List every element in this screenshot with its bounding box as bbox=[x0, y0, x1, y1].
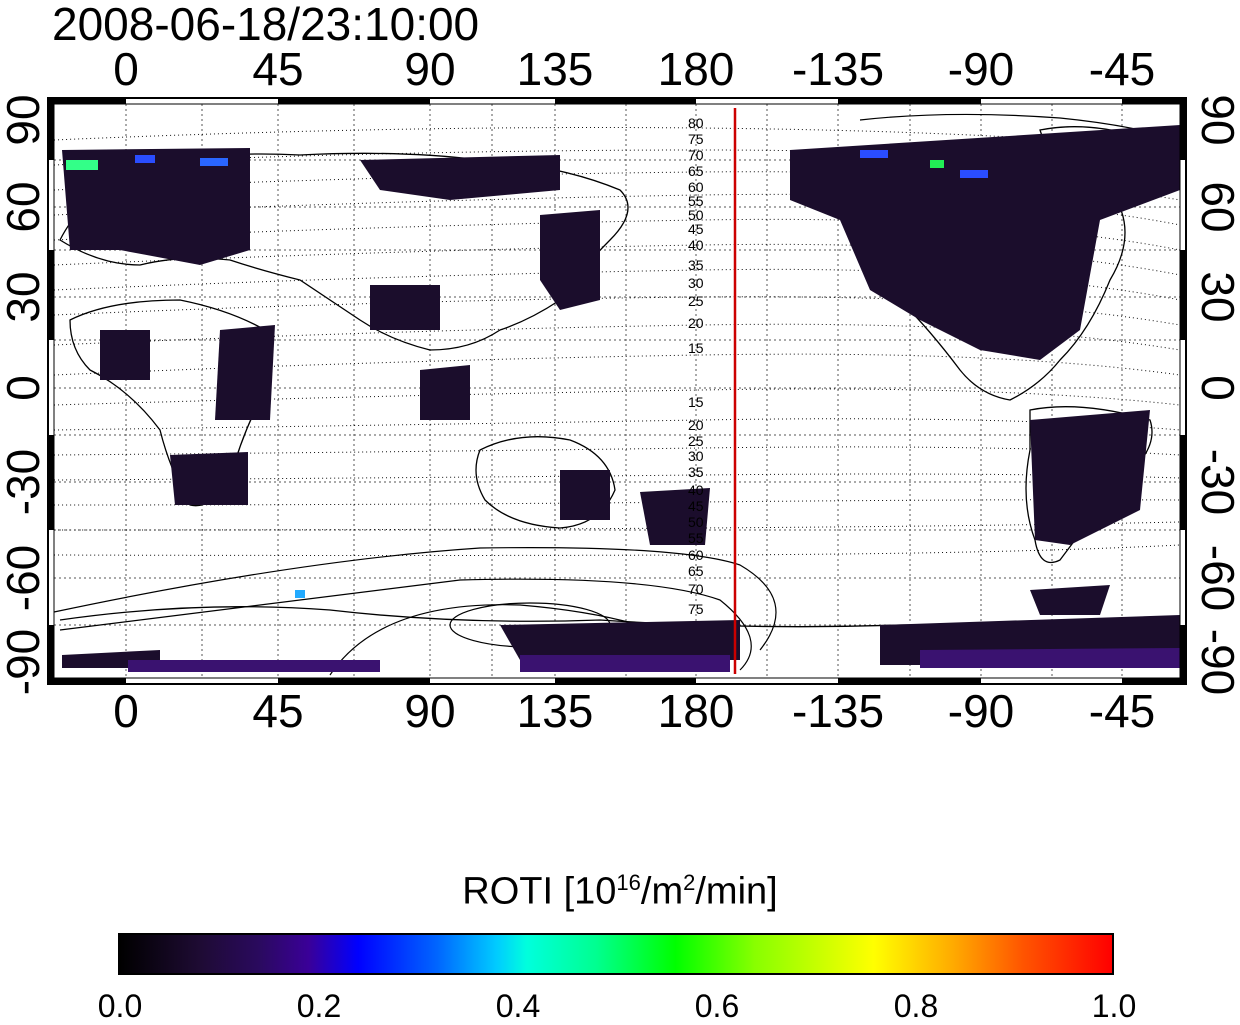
contour-label-s65: 65 bbox=[688, 563, 704, 579]
colorbar-gradient bbox=[118, 933, 1114, 975]
contour-label-s50: 50 bbox=[688, 514, 704, 530]
colorbar-tick-0-2: 0.2 bbox=[296, 988, 342, 1024]
bottom-lon-tick-neg135: -135 bbox=[791, 685, 885, 737]
bottom-lon-tick-45: 45 bbox=[252, 685, 304, 737]
colorbar-title-suffix: /min] bbox=[695, 870, 778, 913]
contour-label-80: 80 bbox=[688, 115, 704, 131]
contour-label-20: 20 bbox=[688, 315, 704, 331]
contour-label-25: 25 bbox=[688, 293, 704, 309]
roti-map: 80 75 70 65 60 55 50 45 40 35 30 25 20 1… bbox=[47, 97, 1187, 685]
contour-label-s55: 55 bbox=[688, 530, 704, 546]
contour-label-55: 55 bbox=[688, 193, 704, 209]
contour-label-30: 30 bbox=[688, 275, 704, 291]
colorbar-tick-0-8: 0.8 bbox=[893, 988, 939, 1024]
contour-label-40: 40 bbox=[688, 237, 704, 253]
contour-label-s40: 40 bbox=[688, 482, 704, 498]
colorbar-tick-0: 0.0 bbox=[97, 988, 143, 1024]
contour-label-75: 75 bbox=[688, 131, 704, 147]
contour-labels-north: 80 75 70 65 60 55 50 45 40 35 30 25 20 1… bbox=[688, 115, 704, 356]
contour-label-70: 70 bbox=[688, 147, 704, 163]
timestamp: 2008-06-18/23:10:00 bbox=[52, 0, 480, 50]
contour-label-s15: 15 bbox=[688, 394, 704, 410]
top-lon-tick-neg45: -45 bbox=[1088, 43, 1156, 95]
map-frame bbox=[47, 97, 1187, 685]
colorbar-title-exponent: 16 bbox=[616, 870, 641, 895]
bottom-lon-tick-0: 0 bbox=[113, 685, 139, 737]
colorbar-title-square: 2 bbox=[683, 870, 696, 895]
colorbar-title-mid: /m bbox=[640, 870, 684, 913]
contour-label-50: 50 bbox=[688, 207, 704, 223]
contour-label-s20: 20 bbox=[688, 417, 704, 433]
top-lon-tick-0: 0 bbox=[113, 43, 139, 95]
top-lon-tick-neg90: -90 bbox=[947, 43, 1015, 95]
contour-label-35: 35 bbox=[688, 257, 704, 273]
roti-data-patches bbox=[62, 125, 1180, 672]
contour-label-s30: 30 bbox=[688, 448, 704, 464]
top-lon-tick-90: 90 bbox=[404, 43, 456, 95]
contour-labels-south: 15 20 25 30 35 40 45 50 55 60 65 70 75 bbox=[688, 394, 704, 617]
bottom-lon-tick-90: 90 bbox=[404, 685, 456, 737]
top-lon-tick-45: 45 bbox=[252, 43, 304, 95]
bottom-lon-tick-180: 180 bbox=[657, 685, 735, 737]
bottom-lon-tick-neg45: -45 bbox=[1088, 685, 1156, 737]
top-lon-tick-135: 135 bbox=[516, 43, 594, 95]
top-lon-tick-neg135: -135 bbox=[791, 43, 885, 95]
contour-label-s70: 70 bbox=[688, 581, 704, 597]
colorbar-tick-0-6: 0.6 bbox=[694, 988, 740, 1024]
contour-label-45: 45 bbox=[688, 221, 704, 237]
colorbar-title: ROTI [1016/m2/min] bbox=[0, 870, 1240, 914]
colorbar-tick-0-4: 0.4 bbox=[495, 988, 541, 1024]
contour-label-60: 60 bbox=[688, 179, 704, 195]
contour-label-s35: 35 bbox=[688, 464, 704, 480]
contour-label-s45: 45 bbox=[688, 498, 704, 514]
bottom-lon-tick-135: 135 bbox=[516, 685, 594, 737]
bottom-lon-tick-neg90: -90 bbox=[947, 685, 1015, 737]
contour-label-s75: 75 bbox=[688, 601, 704, 617]
contour-label-s60: 60 bbox=[688, 547, 704, 563]
contour-label-s25: 25 bbox=[688, 433, 704, 449]
contour-label-15: 15 bbox=[688, 340, 704, 356]
top-lon-tick-180: 180 bbox=[657, 43, 735, 95]
contour-label-65: 65 bbox=[688, 163, 704, 179]
colorbar-tick-1: 1.0 bbox=[1091, 988, 1137, 1024]
colorbar-title-prefix: ROTI [10 bbox=[462, 870, 617, 913]
